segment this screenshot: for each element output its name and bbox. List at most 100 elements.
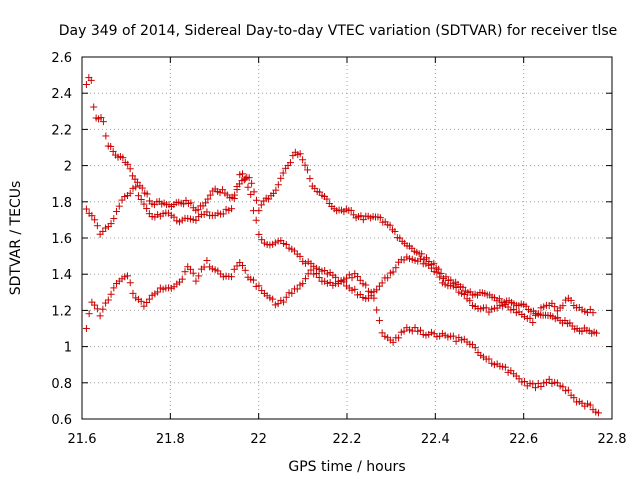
data-point xyxy=(485,355,493,363)
data-point xyxy=(526,314,534,322)
data-point xyxy=(119,154,127,162)
data-point xyxy=(400,327,408,335)
data-point xyxy=(307,266,315,274)
y-tick-label: 1 xyxy=(64,341,72,356)
data-point xyxy=(145,295,153,303)
data-point xyxy=(249,276,257,284)
x-axis-ticks: 21.6 21.8 22 22.2 22.4 22.6 22.8 xyxy=(68,57,627,447)
data-point xyxy=(589,309,597,317)
data-point xyxy=(384,274,392,282)
data-point xyxy=(123,272,131,280)
data-point xyxy=(376,214,384,222)
data-point xyxy=(354,272,362,280)
data-point xyxy=(286,159,294,167)
x-tick-label: 22.8 xyxy=(598,432,627,447)
y-axis-label: SDTVAR / TECUs xyxy=(8,181,24,296)
data-point xyxy=(137,195,145,203)
data-point xyxy=(252,196,260,204)
data-point xyxy=(296,252,304,260)
data-point xyxy=(239,170,247,178)
data-point xyxy=(170,213,178,221)
data-point xyxy=(293,285,301,293)
data-point xyxy=(228,205,236,213)
y-tick-label: 2.2 xyxy=(51,123,72,138)
data-point xyxy=(96,312,104,320)
data-point xyxy=(126,189,134,197)
data-point xyxy=(435,265,443,273)
data-point xyxy=(288,289,296,297)
data-point xyxy=(204,195,212,203)
x-tick-label: 22.4 xyxy=(421,432,450,447)
data-point xyxy=(133,178,141,186)
data-point xyxy=(113,207,121,215)
data-point xyxy=(389,338,397,346)
data-point xyxy=(107,290,115,298)
data-point xyxy=(437,269,445,277)
data-point xyxy=(181,268,189,276)
data-point xyxy=(255,282,263,290)
data-point xyxy=(449,332,457,340)
data-point xyxy=(255,230,263,238)
data-point xyxy=(99,118,107,126)
x-tick-label: 22 xyxy=(250,432,267,447)
data-point xyxy=(570,394,578,402)
data-point xyxy=(140,200,148,208)
data-point xyxy=(124,160,132,168)
data-point xyxy=(194,206,202,214)
data-point xyxy=(332,273,340,281)
data-point xyxy=(357,212,365,220)
data-point xyxy=(282,240,290,248)
data-point xyxy=(269,295,277,303)
data-point xyxy=(280,298,288,306)
data-point xyxy=(137,297,145,305)
data-point xyxy=(593,329,601,337)
data-point xyxy=(301,161,309,169)
data-point xyxy=(306,175,314,183)
data-point xyxy=(82,324,90,332)
data-point xyxy=(99,305,107,313)
data-point xyxy=(545,375,553,383)
data-point xyxy=(521,378,529,386)
y-axis-ticks: 0.6 0.8 1 1.2 1.4 1.6 1.8 2 2.2 2.4 2.6 xyxy=(51,51,612,428)
data-point xyxy=(299,280,307,288)
data-point xyxy=(90,103,98,111)
data-point xyxy=(416,255,424,263)
data-point xyxy=(423,254,430,262)
data-point xyxy=(373,286,381,294)
data-point xyxy=(282,293,290,301)
data-point xyxy=(132,183,140,191)
data-point xyxy=(134,192,142,200)
data-point xyxy=(107,142,115,150)
data-point xyxy=(471,344,479,352)
data-point xyxy=(373,306,381,314)
data-point xyxy=(82,205,90,213)
data-point xyxy=(315,274,323,282)
data-point xyxy=(248,179,256,187)
data-point xyxy=(249,207,257,215)
data-point xyxy=(586,401,594,409)
data-point xyxy=(564,386,572,394)
data-point xyxy=(277,174,285,182)
y-tick-label: 2 xyxy=(64,160,72,175)
data-point xyxy=(143,190,151,198)
data-point xyxy=(91,216,99,224)
data-point xyxy=(126,165,134,173)
data-point xyxy=(416,326,424,334)
data-point xyxy=(459,283,467,291)
data-point xyxy=(351,285,359,293)
data-point xyxy=(195,272,203,280)
data-point xyxy=(129,289,137,297)
chart-title: Day 349 of 2014, Sidereal Day-to-day VTE… xyxy=(59,23,618,39)
data-point xyxy=(247,190,255,198)
data-point xyxy=(206,191,214,199)
data-points xyxy=(82,74,602,417)
x-tick-label: 22.6 xyxy=(509,432,538,447)
data-point xyxy=(107,220,115,228)
x-tick-label: 22.2 xyxy=(333,432,362,447)
data-point xyxy=(466,297,474,305)
data-point xyxy=(241,266,249,274)
data-point xyxy=(391,228,399,236)
data-point xyxy=(395,334,403,342)
data-point xyxy=(375,317,383,325)
